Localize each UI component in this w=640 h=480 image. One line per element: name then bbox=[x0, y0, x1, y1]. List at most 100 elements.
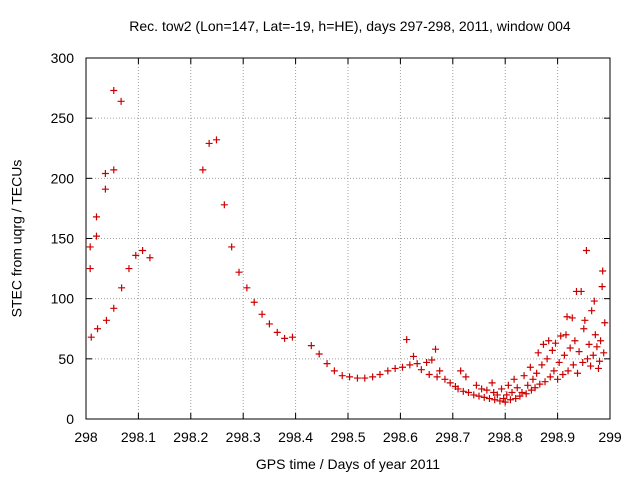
data-point bbox=[433, 373, 441, 381]
data-point bbox=[376, 370, 384, 378]
data-point bbox=[498, 385, 506, 393]
data-point bbox=[493, 391, 501, 399]
data-point bbox=[583, 355, 591, 363]
data-point bbox=[587, 362, 595, 370]
data-point bbox=[212, 136, 220, 144]
data-point bbox=[564, 367, 572, 375]
data-point bbox=[566, 344, 574, 352]
data-point bbox=[516, 392, 524, 400]
data-point bbox=[125, 265, 133, 273]
data-point bbox=[307, 342, 315, 350]
data-point bbox=[338, 372, 346, 380]
data-point bbox=[594, 364, 602, 372]
data-point bbox=[470, 391, 478, 399]
data-point bbox=[548, 346, 556, 354]
x-tick-label: 298.6 bbox=[383, 429, 418, 445]
data-point bbox=[87, 333, 95, 341]
data-point bbox=[571, 337, 579, 345]
data-point bbox=[601, 319, 609, 327]
data-point bbox=[462, 373, 470, 381]
data-point bbox=[503, 391, 511, 399]
data-point bbox=[220, 201, 228, 209]
data-point bbox=[273, 328, 281, 336]
data-point bbox=[205, 139, 213, 147]
y-tick-label: 300 bbox=[51, 50, 75, 66]
data-point bbox=[527, 386, 535, 394]
data-point bbox=[413, 360, 421, 368]
data-point bbox=[265, 320, 273, 328]
data-point bbox=[117, 97, 125, 105]
data-point bbox=[520, 372, 528, 380]
data-point bbox=[552, 339, 560, 347]
data-point bbox=[353, 374, 361, 382]
data-point bbox=[410, 352, 417, 360]
data-point bbox=[465, 389, 473, 397]
data-point bbox=[541, 378, 549, 386]
data-point bbox=[485, 395, 493, 403]
data-point bbox=[425, 370, 433, 378]
data-point bbox=[575, 348, 583, 356]
y-tick-label: 50 bbox=[58, 351, 74, 367]
data-point bbox=[577, 287, 585, 295]
data-point bbox=[446, 379, 454, 387]
data-point bbox=[504, 381, 512, 389]
data-point bbox=[546, 373, 554, 381]
data-point bbox=[330, 367, 338, 375]
data-point bbox=[391, 364, 399, 372]
data-point bbox=[101, 170, 109, 178]
data-point bbox=[323, 360, 331, 368]
data-point bbox=[483, 386, 491, 394]
data-point bbox=[384, 367, 392, 375]
data-point bbox=[512, 395, 520, 403]
data-point bbox=[557, 332, 565, 340]
data-point bbox=[228, 243, 236, 251]
data-point bbox=[406, 361, 414, 369]
data-point bbox=[454, 385, 462, 393]
data-point bbox=[550, 367, 558, 375]
x-tick-label: 298.4 bbox=[278, 429, 313, 445]
data-point bbox=[417, 366, 425, 374]
x-tick-label: 298 bbox=[74, 429, 98, 445]
data-points bbox=[86, 86, 609, 406]
data-point bbox=[500, 395, 508, 403]
data-point bbox=[480, 393, 488, 401]
data-point bbox=[585, 340, 593, 348]
data-point bbox=[490, 389, 498, 397]
data-point bbox=[518, 389, 526, 397]
data-point bbox=[92, 232, 100, 240]
data-point bbox=[568, 314, 576, 322]
data-point bbox=[86, 243, 94, 251]
x-tick-label: 299 bbox=[598, 429, 622, 445]
data-point bbox=[258, 310, 266, 318]
data-point bbox=[559, 370, 567, 378]
y-tick-label: 100 bbox=[51, 291, 75, 307]
data-point bbox=[281, 334, 289, 342]
data-point bbox=[441, 375, 449, 383]
data-point bbox=[598, 283, 606, 291]
data-point bbox=[92, 213, 100, 221]
data-point bbox=[478, 385, 486, 393]
data-point bbox=[118, 284, 126, 292]
data-point bbox=[555, 358, 563, 366]
data-point bbox=[529, 375, 537, 383]
data-point bbox=[346, 373, 354, 381]
data-point bbox=[582, 247, 590, 255]
x-tick-label: 298.8 bbox=[488, 429, 523, 445]
data-point bbox=[398, 363, 406, 371]
axis-ticks: 298 298.1 298.2 298.3 298.4 298.5 298.6 298.7 29… bbox=[51, 50, 622, 445]
data-point bbox=[593, 343, 601, 351]
data-point bbox=[543, 355, 551, 363]
data-point bbox=[554, 375, 562, 383]
data-point bbox=[457, 367, 465, 375]
data-point bbox=[369, 373, 377, 381]
x-tick-label: 298.5 bbox=[330, 429, 365, 445]
data-point bbox=[581, 316, 589, 324]
data-point bbox=[539, 340, 547, 348]
data-point bbox=[199, 166, 207, 174]
data-point bbox=[531, 384, 539, 392]
data-point bbox=[510, 375, 518, 383]
data-point bbox=[560, 351, 568, 359]
data-point bbox=[522, 390, 530, 398]
